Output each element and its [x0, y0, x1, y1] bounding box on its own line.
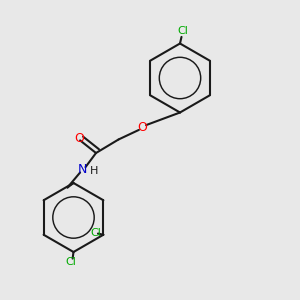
- Text: N: N: [78, 163, 87, 176]
- Text: O: O: [75, 131, 84, 145]
- Text: O: O: [138, 121, 147, 134]
- Text: Cl: Cl: [66, 256, 76, 267]
- Text: Cl: Cl: [178, 26, 188, 36]
- Text: H: H: [90, 166, 98, 176]
- Text: Cl: Cl: [90, 228, 101, 238]
